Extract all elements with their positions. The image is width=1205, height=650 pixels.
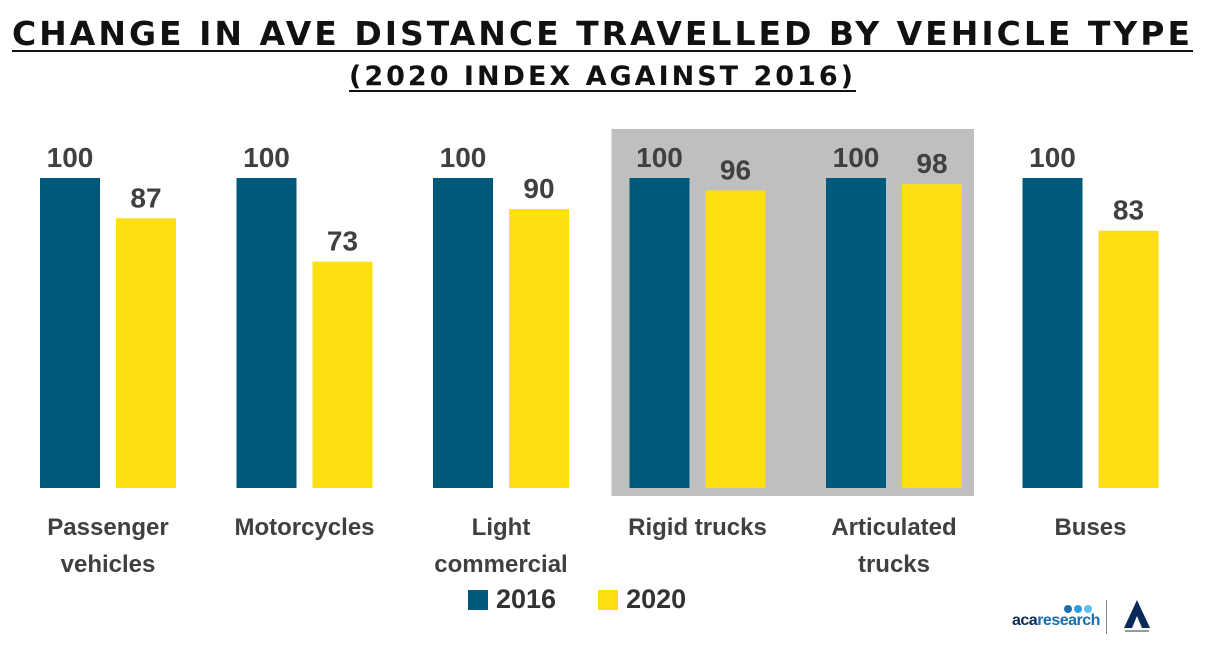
- bar-2016-4: [826, 178, 886, 488]
- data-label-2020-5: 83: [1113, 195, 1144, 226]
- bar-2016-0: [40, 178, 100, 488]
- legend-item-2020: 2020: [598, 584, 686, 615]
- bar-2020-1: [312, 261, 373, 488]
- category-label-0-1: vehicles: [61, 551, 156, 578]
- chart-subtitle: (2020 INDEX AGAINST 2016): [349, 61, 856, 92]
- chart-title: CHANGE IN AVE DISTANCE TRAVELLED BY VEHI…: [11, 14, 1194, 53]
- data-label-2020-3: 96: [720, 154, 751, 185]
- bar-2016-3: [629, 178, 690, 488]
- bar-2020-4: [902, 184, 962, 488]
- legend-label-2016: 2016: [496, 584, 557, 614]
- data-label-2020-1: 73: [327, 226, 358, 257]
- data-label-2020-4: 98: [916, 148, 947, 179]
- legend-item-2016: 2016: [468, 584, 556, 615]
- category-label-2-0: Light: [472, 514, 531, 541]
- category-label-2-1: commercial: [434, 551, 567, 578]
- logo-divider: [1106, 600, 1107, 634]
- bar-2016-2: [433, 178, 493, 488]
- category-label-5-0: Buses: [1054, 514, 1126, 541]
- data-label-2016-1: 100: [243, 142, 290, 173]
- bar-2020-5: [1098, 230, 1159, 488]
- category-label-4-1: trucks: [858, 551, 930, 578]
- legend-swatch-2016: [468, 589, 488, 610]
- logo-wordmark: acaresearch: [1012, 612, 1100, 629]
- bar-2020-2: [509, 209, 569, 488]
- data-label-2016-3: 100: [636, 142, 683, 173]
- data-label-2016-5: 100: [1029, 142, 1076, 173]
- triangle-logo-icon: [1124, 600, 1150, 632]
- aca-research-logo: acaresearch: [1012, 598, 1182, 638]
- category-label-3-0: Rigid trucks: [628, 514, 767, 541]
- category-label-0-0: Passenger: [47, 514, 168, 541]
- title-block: CHANGE IN AVE DISTANCE TRAVELLED BY VEHI…: [0, 0, 1205, 92]
- category-label-1-0: Motorcycles: [234, 514, 374, 541]
- legend-label-2020: 2020: [626, 584, 687, 614]
- data-label-2016-0: 100: [47, 142, 94, 173]
- data-label-2020-2: 90: [523, 173, 554, 204]
- logo-dots-icon: [1064, 600, 1094, 618]
- bar-2016-5: [1022, 178, 1083, 488]
- data-label-2020-0: 87: [130, 182, 161, 213]
- data-label-2016-4: 100: [833, 142, 880, 173]
- bar-2020-0: [116, 218, 176, 489]
- category-label-4-0: Articulated: [831, 514, 956, 541]
- bar-2016-1: [236, 178, 297, 488]
- legend: 2016 2020: [468, 584, 728, 615]
- data-label-2016-2: 100: [440, 142, 487, 173]
- legend-swatch-2020: [598, 589, 619, 610]
- bar-2020-3: [705, 190, 766, 488]
